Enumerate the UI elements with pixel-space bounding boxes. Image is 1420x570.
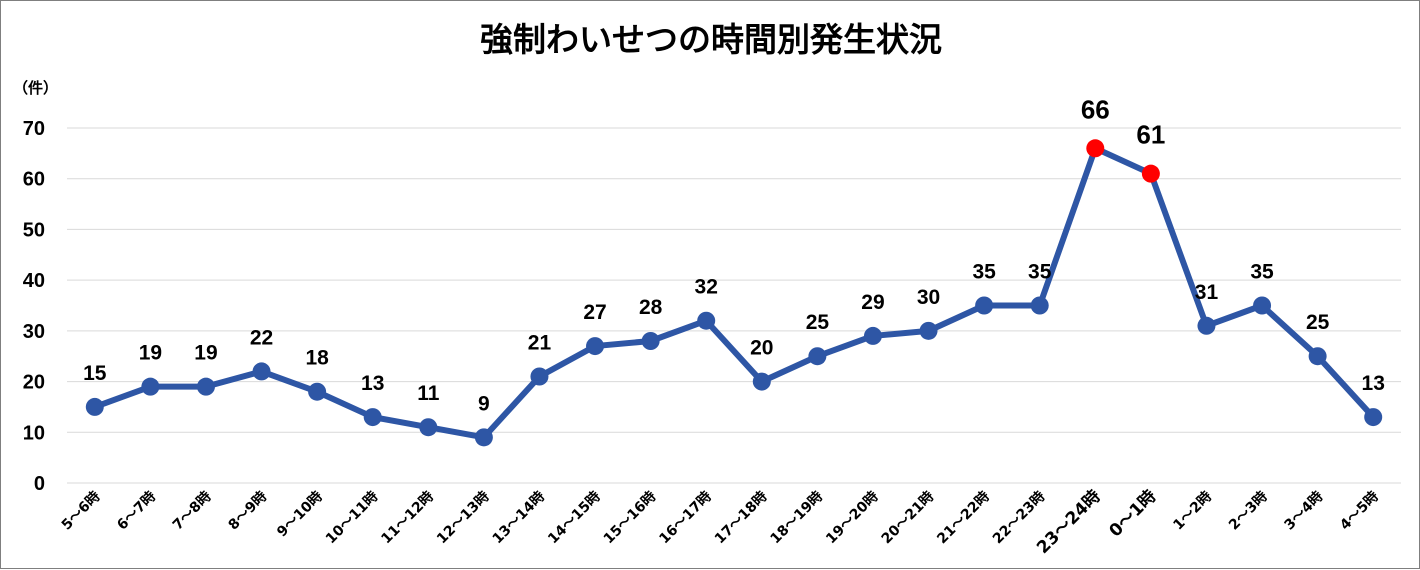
y-tick-label: 50 xyxy=(23,219,45,241)
y-tick-label: 0 xyxy=(34,473,45,495)
x-tick-label: 6～7時 xyxy=(114,488,160,534)
data-point xyxy=(808,347,827,366)
data-label: 35 xyxy=(1028,261,1052,284)
data-labels: 15 19 19 22 18 13 11 9 21 27 28 32 20 25 29 30 35 35 66 61 3… xyxy=(83,94,1385,415)
data-point xyxy=(919,321,938,340)
data-label: 19 xyxy=(139,342,162,365)
data-point xyxy=(196,377,215,396)
data-point xyxy=(474,428,493,447)
x-tick-label: 11～12時 xyxy=(378,488,437,547)
data-point xyxy=(586,337,605,356)
y-tick-label: 40 xyxy=(23,270,45,292)
data-point xyxy=(252,362,271,381)
data-label: 22 xyxy=(250,326,273,349)
data-point xyxy=(1030,296,1049,315)
data-point xyxy=(1364,408,1383,427)
data-label: 9 xyxy=(478,392,490,415)
data-label: 30 xyxy=(917,286,940,309)
data-label: 28 xyxy=(639,296,663,319)
x-tick-label: 13～14時 xyxy=(489,488,548,547)
data-label: 25 xyxy=(806,311,830,334)
x-axis-ticks: 5～6時 6～7時 7～8時 8～9時 9～10時10～11時11～12時12～13時1… xyxy=(58,486,1382,558)
data-label: 20 xyxy=(750,337,773,360)
x-tick-label: 8～9時 xyxy=(225,488,271,534)
data-point xyxy=(530,367,549,386)
x-tick-label: 20～21時 xyxy=(878,488,937,547)
x-tick-label: 15～16時 xyxy=(600,488,659,547)
data-point xyxy=(1141,164,1160,183)
y-tick-label: 10 xyxy=(23,422,45,444)
y-tick-label: 70 xyxy=(23,118,45,140)
data-label: 13 xyxy=(361,372,384,395)
x-tick-label: 16～17時 xyxy=(656,488,715,547)
data-label: 11 xyxy=(417,382,440,405)
data-label: 15 xyxy=(83,362,107,385)
data-point xyxy=(863,326,882,345)
x-tick-label: 10～11時 xyxy=(322,488,381,547)
x-tick-label: 4～5時 xyxy=(1336,488,1382,534)
data-point xyxy=(308,382,327,401)
data-label: 29 xyxy=(861,291,884,314)
data-label: 19 xyxy=(194,342,217,365)
y-axis-unit-label: （件） xyxy=(13,79,58,97)
series-line xyxy=(91,145,1377,441)
data-point xyxy=(1197,316,1216,335)
data-label: 18 xyxy=(305,347,329,370)
x-tick-label: 9～10時 xyxy=(273,488,325,540)
data-label: 31 xyxy=(1195,281,1219,304)
data-points xyxy=(85,139,1383,447)
series-line-group xyxy=(91,145,1377,441)
data-point xyxy=(1253,296,1272,315)
data-label: 35 xyxy=(972,261,996,284)
data-point xyxy=(641,332,660,350)
data-label: 27 xyxy=(583,301,606,324)
x-tick-label: 0～1時 xyxy=(1105,486,1161,542)
x-tick-label: 19～20時 xyxy=(822,488,881,547)
data-point xyxy=(141,377,160,396)
data-point xyxy=(419,418,438,437)
x-tick-label: 21～22時 xyxy=(934,488,993,547)
x-tick-label: 12～13時 xyxy=(433,488,492,547)
x-tick-label: 2～3時 xyxy=(1225,488,1271,534)
data-point xyxy=(697,311,716,330)
x-tick-label: 1～2時 xyxy=(1170,488,1216,534)
y-tick-label: 20 xyxy=(23,372,45,394)
data-label: 21 xyxy=(528,332,552,355)
data-label: 35 xyxy=(1250,261,1274,284)
data-label: 25 xyxy=(1306,311,1330,334)
y-axis-ticks: 0 10 20 30 40 50 60 70 xyxy=(23,118,45,495)
x-tick-label: 17～18時 xyxy=(711,488,770,547)
x-tick-label: 14～15時 xyxy=(544,488,603,547)
y-tick-label: 60 xyxy=(23,169,45,191)
data-label: 32 xyxy=(695,276,718,299)
x-tick-label: 3～4時 xyxy=(1281,488,1327,534)
data-label: 66 xyxy=(1081,94,1110,124)
y-tick-label: 30 xyxy=(23,321,45,343)
data-point xyxy=(1086,139,1105,158)
data-label: 61 xyxy=(1136,120,1165,150)
data-label: 13 xyxy=(1362,372,1385,395)
chart-title: 強制わいせつの時間別発生状況 xyxy=(480,20,942,59)
x-tick-label: 5～6時 xyxy=(58,488,104,534)
data-point xyxy=(975,296,994,315)
x-tick-label: 7～8時 xyxy=(169,488,215,534)
data-point xyxy=(1308,347,1327,366)
data-point xyxy=(752,372,771,391)
x-tick-label: 18～19時 xyxy=(767,488,826,547)
data-point xyxy=(363,408,382,427)
data-point xyxy=(85,397,104,416)
